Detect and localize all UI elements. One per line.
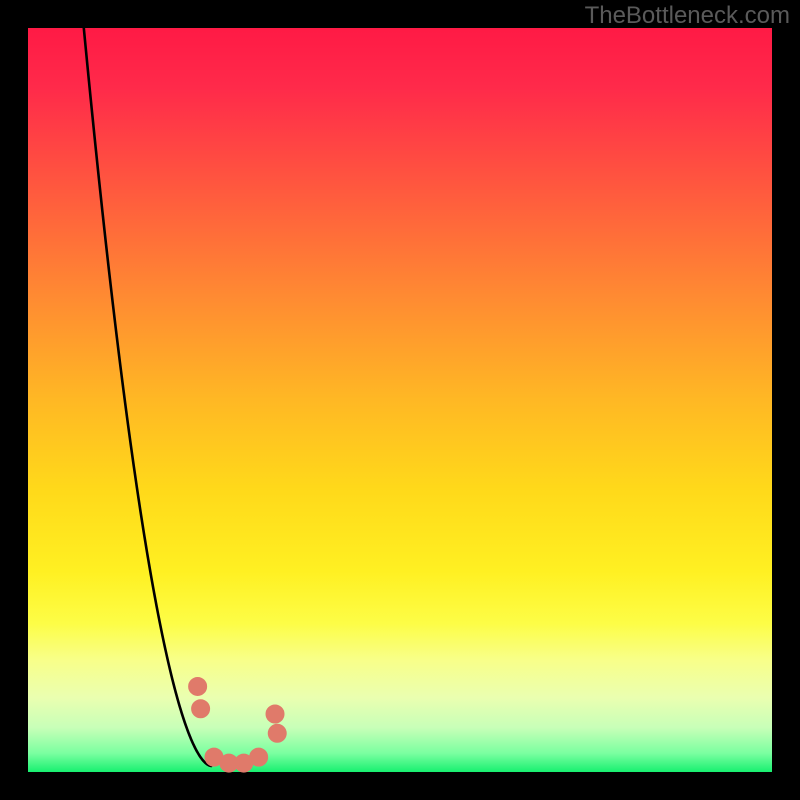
data-marker — [250, 748, 268, 766]
plot-area — [28, 28, 772, 772]
gradient-background — [28, 28, 772, 772]
data-marker — [268, 724, 286, 742]
watermark-text: TheBottleneck.com — [585, 2, 790, 30]
data-marker — [192, 700, 210, 718]
chart-frame: TheBottleneck.com — [0, 0, 800, 800]
plot-svg — [28, 28, 772, 772]
data-marker — [189, 677, 207, 695]
data-marker — [266, 705, 284, 723]
